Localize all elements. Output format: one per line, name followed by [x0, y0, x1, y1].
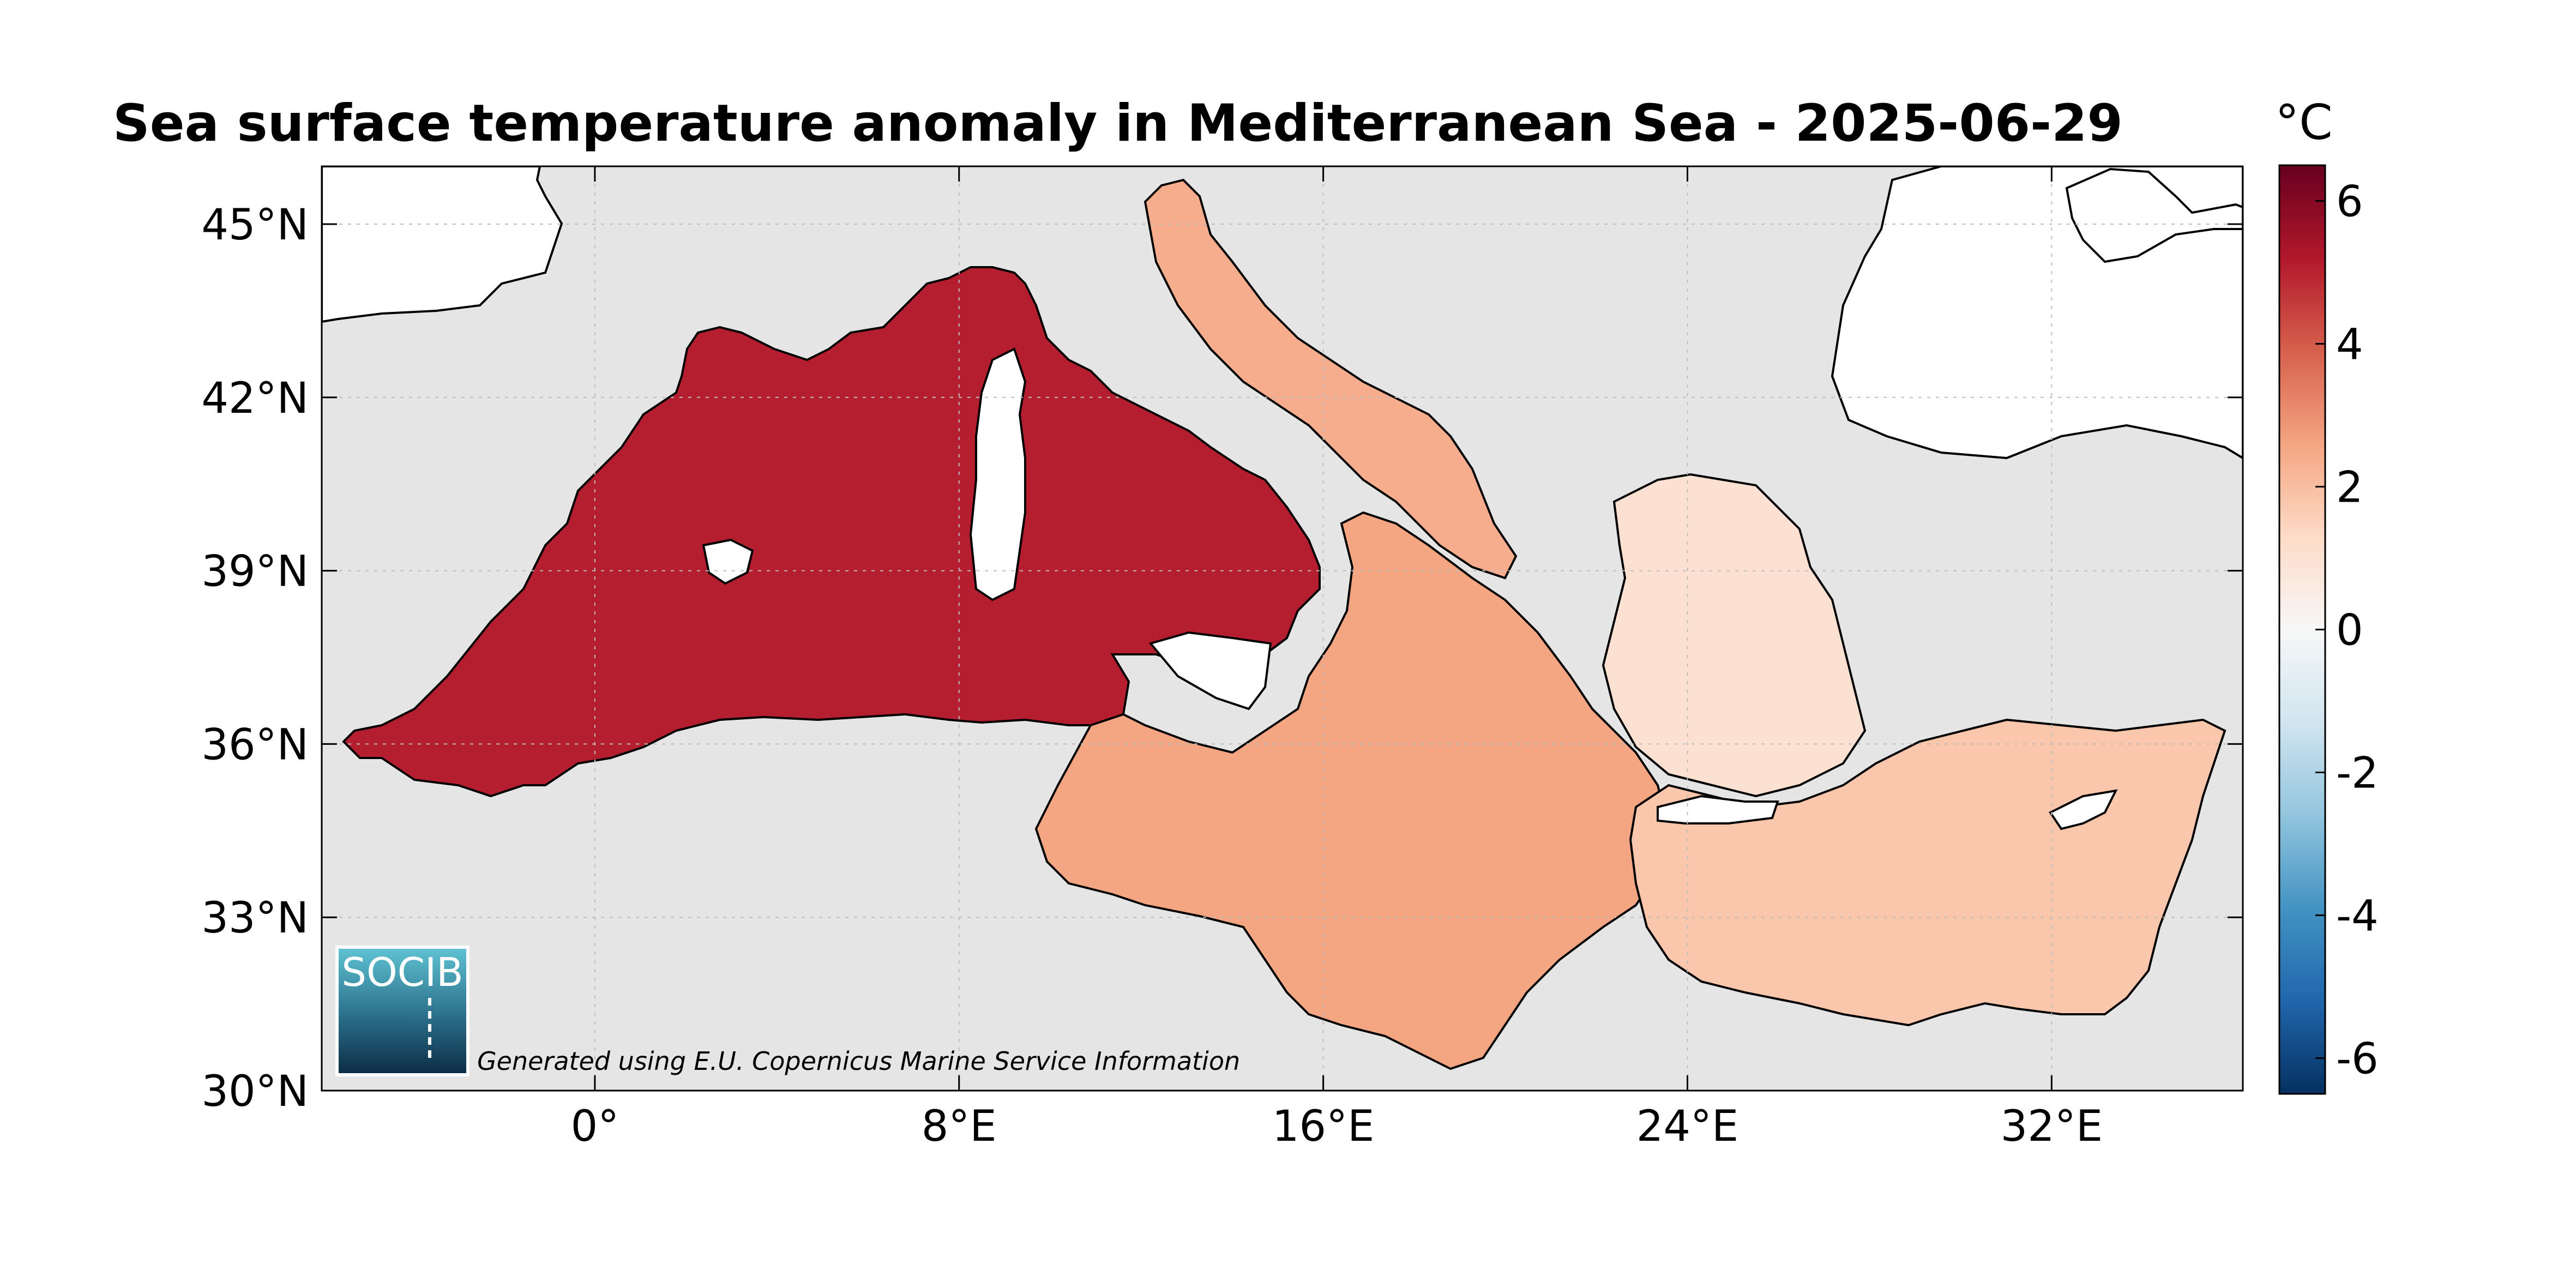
colorbar-tick-label: 2	[2336, 464, 2363, 513]
island-sicily	[1148, 631, 1272, 711]
lat-tick-label: 36°N	[201, 720, 309, 769]
copernicus-credit: Generated using E.U. Copernicus Marine S…	[477, 1046, 1240, 1076]
colorbar-tick-label: -6	[2336, 1035, 2379, 1084]
map-frame	[321, 165, 2244, 1092]
land-europe-iberia	[322, 166, 563, 323]
island-crete	[1657, 795, 1779, 824]
lat-tick-label: 42°N	[201, 374, 309, 423]
longitude-axis: 0° 8°E 16°E 24°E 32°E	[571, 166, 2103, 1151]
lat-tick-label: 39°N	[201, 547, 309, 597]
colorbar-unit: °C	[2275, 94, 2332, 151]
colorbar-ticks: 6 4 2 0 -2 -4 -6	[2315, 178, 2379, 1084]
latitude-axis: 45°N 42°N 39°N 36°N 33°N 30°N	[201, 201, 2243, 1116]
colorbar-tick-label: 4	[2336, 321, 2363, 370]
lat-tick-label: 30°N	[201, 1067, 309, 1116]
lon-tick-label: 24°E	[1636, 1102, 1739, 1151]
lat-tick-label: 45°N	[201, 201, 309, 250]
sea-adriatic	[1143, 178, 1518, 580]
socib-logo: SOCIB	[335, 946, 470, 1076]
colorbar-tick-label: -2	[2336, 749, 2379, 798]
island-corsica-sardinia	[969, 347, 1027, 601]
colorbar-tick-label: 0	[2336, 606, 2363, 655]
sea-western-med	[342, 266, 1321, 798]
socib-logo-icon	[335, 946, 470, 1076]
lon-tick-label: 32°E	[2001, 1102, 2103, 1151]
island-balearic	[702, 538, 754, 585]
island-cyprus	[2049, 789, 2118, 830]
lat-tick-label: 33°N	[201, 894, 309, 943]
lon-tick-label: 16°E	[1272, 1102, 1375, 1151]
sea-levantine	[1629, 718, 2226, 1027]
colorbar-tick-label: -4	[2336, 892, 2379, 941]
lon-tick-label: 0°	[571, 1102, 619, 1151]
sea-aegean	[1602, 473, 1867, 798]
colorbar-tick-label: 6	[2336, 178, 2363, 227]
map-plot-area: 45°N 42°N 39°N 36°N 33°N 30°N 0° 8°E 16°E 24°E 32…	[201, 165, 2244, 1151]
land-crimea	[2065, 167, 2243, 263]
lon-tick-label: 8°E	[922, 1102, 997, 1151]
socib-logo-text: SOCIB	[341, 949, 463, 995]
colorbar: °C 6 4 2 0 -2 -4 -6	[2275, 94, 2379, 1095]
map-title: Sea surface temperature anomaly in Medit…	[113, 94, 2123, 153]
